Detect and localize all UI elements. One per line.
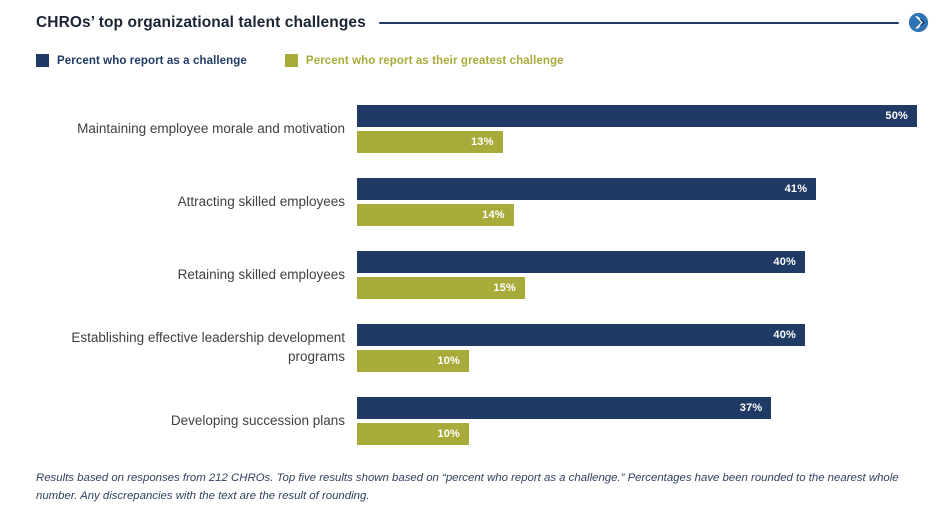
bar-report-as-challenge: 37% — [357, 397, 772, 419]
category-label: Maintaining employee morale and motivati… — [77, 120, 345, 136]
bar-report-as-challenge: 41% — [357, 178, 817, 200]
legend-label-greatest-challenge: Percent who report as their greatest cha… — [305, 54, 564, 67]
bar-value-label: 13% — [470, 136, 494, 148]
category-label: Attracting skilled employees — [177, 193, 345, 209]
legend-swatch-navy — [36, 54, 49, 67]
bar-value-label: 15% — [493, 282, 516, 294]
bar-chart: Maintaining employee morale and motivati… — [36, 105, 917, 445]
bar-value-label: 41% — [784, 183, 808, 195]
bar-greatest-challenge: 15% — [357, 277, 525, 299]
chart-row: Developing succession plans 37% 10% — [36, 397, 917, 445]
category-label: Retaining skilled employees — [177, 266, 345, 282]
bar-pair: 40% 10% — [357, 324, 917, 372]
bar-value-label: 50% — [885, 110, 908, 122]
bar-greatest-challenge: 13% — [357, 131, 503, 153]
chart-row: Retaining skilled employees 40% 15% — [36, 251, 917, 299]
footnote: Results based on responses from 212 CHRO… — [36, 472, 899, 502]
chart-row: Attracting skilled employees 41% 14% — [36, 178, 917, 226]
chart-row: Establishing effective leadership develo… — [36, 324, 917, 372]
category-label: Developing succession plans — [170, 412, 345, 428]
bar-value-label: 14% — [482, 209, 505, 221]
legend: Percent who report as a challenge Percen… — [36, 54, 917, 67]
legend-item-challenge: Percent who report as a challenge — [36, 54, 247, 67]
page-title: CHROs’ top organizational talent challen… — [36, 13, 366, 31]
bar-value-label: 10% — [437, 428, 460, 440]
bar-value-label: 10% — [437, 355, 460, 367]
bar-pair: 41% 14% — [357, 178, 917, 226]
title-rule — [378, 21, 899, 24]
bar-pair: 37% 10% — [357, 397, 917, 445]
bar-value-label: 40% — [773, 256, 796, 268]
bar-greatest-challenge: 14% — [357, 204, 514, 226]
bar-report-as-challenge: 40% — [357, 251, 805, 273]
next-arrow-icon[interactable] — [908, 12, 929, 33]
bar-report-as-challenge: 50% — [357, 105, 917, 127]
bar-value-label: 40% — [773, 329, 796, 341]
bar-pair: 50% 13% — [357, 105, 917, 153]
legend-item-greatest-challenge: Percent who report as their greatest cha… — [284, 54, 564, 67]
legend-label-challenge: Percent who report as a challenge — [57, 54, 247, 67]
bar-value-label: 37% — [739, 402, 763, 414]
bar-report-as-challenge: 40% — [357, 324, 805, 346]
category-label: Establishing effective leadership develo… — [71, 330, 345, 364]
bar-greatest-challenge: 10% — [357, 350, 469, 372]
bar-greatest-challenge: 10% — [357, 423, 469, 445]
legend-swatch-olive — [284, 54, 298, 67]
bar-pair: 40% 15% — [357, 251, 917, 299]
header: CHROs’ top organizational talent challen… — [36, 12, 929, 33]
chart-row: Maintaining employee morale and motivati… — [36, 105, 917, 153]
